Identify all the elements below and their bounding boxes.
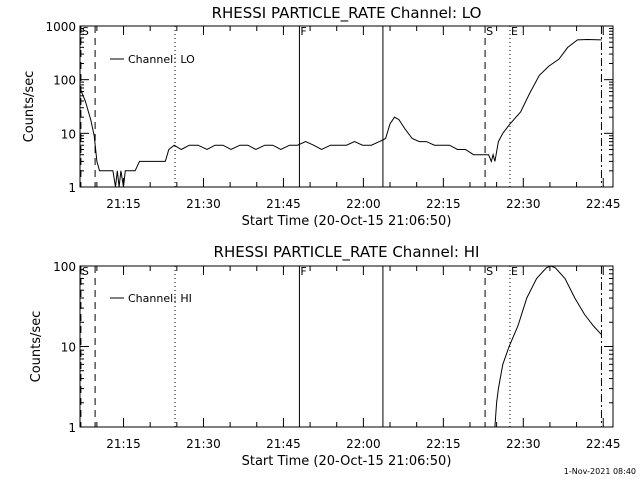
x-tick-label: 22:00 [346, 437, 381, 451]
x-tick-label: 22:15 [426, 197, 461, 211]
x-tick-label: 22:00 [346, 197, 381, 211]
x-tick-label: 22:45 [586, 197, 621, 211]
chart-title: RHESSI PARTICLE_RATE Channel: LO [212, 4, 482, 23]
legend-label: Channel: HI [128, 292, 192, 305]
x-tick-label: 22:15 [426, 437, 461, 451]
y-tick-label: 10 [61, 127, 76, 141]
event-marker-label: F [300, 265, 306, 278]
event-marker-label: S [82, 265, 89, 278]
y-tick-label: 100 [53, 260, 76, 274]
data-series-line [494, 265, 602, 428]
y-tick-label: 1 [68, 421, 76, 435]
plot-frame [79, 25, 614, 188]
event-marker-label: S [486, 265, 493, 278]
x-tick-label: 22:45 [586, 437, 621, 451]
y-axis-label: Counts/sec [22, 71, 37, 143]
x-tick-label: 21:15 [106, 437, 141, 451]
event-marker-label: F [300, 25, 306, 38]
x-tick-label: 21:15 [106, 197, 141, 211]
chart-title: RHESSI PARTICLE_RATE Channel: HI [214, 243, 480, 262]
chart-panel-lo: RHESSI PARTICLE_RATE Channel: LO Counts/s… [22, 4, 621, 229]
y-tick-label: 10 [61, 341, 76, 355]
x-axis-label: Start Time (20-Oct-15 21:06:50) [242, 454, 452, 469]
event-marker-label: E [511, 265, 518, 278]
event-marker-label: S [486, 25, 493, 38]
x-tick-label: 21:45 [266, 197, 301, 211]
x-tick-label: 21:30 [186, 437, 221, 451]
y-tick-label: 1 [68, 181, 76, 195]
y-tick-label: 1000 [45, 20, 76, 34]
x-tick-label: 22:30 [506, 437, 541, 451]
x-tick-label: 22:30 [506, 197, 541, 211]
y-tick-label: 100 [53, 74, 76, 88]
event-marker-label: E [511, 25, 518, 38]
x-tick-label: 21:45 [266, 437, 301, 451]
x-tick-label: 21:30 [186, 197, 221, 211]
data-series-line [79, 38, 602, 188]
legend-label: Channel: LO [128, 53, 195, 66]
y-axis-label: Counts/sec [29, 311, 44, 383]
chart-panel-hi: RHESSI PARTICLE_RATE Channel: HI Counts/s… [29, 243, 621, 469]
event-marker-label: S [82, 25, 89, 38]
x-axis-label: Start Time (20-Oct-15 21:06:50) [242, 214, 452, 229]
timestamp-label: 1-Nov-2021 08:40 [564, 467, 636, 476]
